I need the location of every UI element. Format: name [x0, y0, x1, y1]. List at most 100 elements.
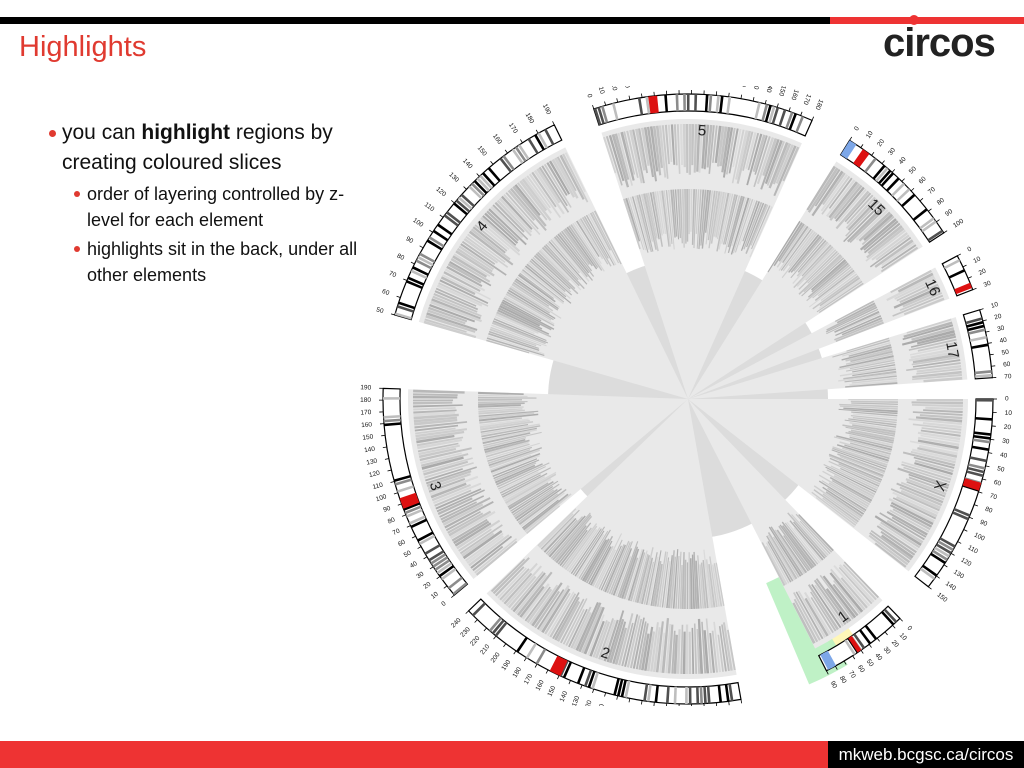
tick-label: 80: [936, 197, 946, 207]
track-bar: [732, 128, 742, 168]
track-bar: [424, 318, 467, 333]
track-bar: [849, 434, 894, 447]
logo-text: circos: [883, 21, 995, 64]
band: [858, 629, 872, 645]
track-bar: [494, 464, 536, 484]
band: [754, 102, 761, 120]
track-bar: [478, 399, 522, 401]
tick-mark: [901, 178, 905, 182]
band: [472, 602, 486, 617]
tick-label: 160: [491, 133, 503, 146]
track-bar: [524, 265, 572, 304]
track-bar: [503, 194, 541, 236]
bullet-list: you can highlight regions by creating co…: [46, 118, 376, 288]
track-bar: [495, 463, 543, 486]
track-bar: [833, 474, 875, 498]
track-bar: [889, 509, 930, 533]
track-bar: [709, 632, 716, 673]
track-bar: [778, 223, 805, 262]
track-bar: [566, 529, 598, 572]
track-bar: [646, 126, 658, 182]
track-bar: [840, 467, 880, 487]
track-bar: [541, 246, 580, 287]
band: [646, 684, 652, 702]
tick-mark: [740, 699, 743, 704]
track-bar: [788, 234, 820, 273]
track-bar: [487, 446, 532, 462]
track-bar: [792, 602, 816, 644]
tick-label: 20: [876, 138, 886, 148]
track-bar: [500, 474, 541, 496]
track-bar: [916, 332, 956, 345]
track-bar: [538, 513, 574, 549]
track-bar: [760, 138, 780, 190]
track-bar: [880, 530, 916, 556]
track-bar: [497, 466, 546, 490]
track-bar: [835, 315, 882, 337]
track-bar: [874, 542, 907, 568]
tick-label: 70: [392, 527, 402, 537]
track-bar: [629, 618, 643, 669]
track-bar: [840, 577, 868, 609]
track-bar: [915, 416, 963, 423]
track-bar: [526, 505, 561, 534]
track-bar: [679, 124, 684, 165]
tick-label: 30: [983, 280, 993, 289]
tick-label: 190: [541, 103, 552, 116]
track-bar: [910, 347, 959, 359]
track-bar: [506, 291, 554, 321]
tick-label: 30: [1002, 438, 1010, 446]
tick-mark: [616, 695, 619, 700]
track-bar: [510, 480, 559, 512]
track-bar: [844, 444, 890, 460]
track-bar: [798, 514, 834, 552]
tick-mark: [871, 151, 875, 156]
track-bar: [470, 228, 511, 261]
track-bar: [829, 476, 873, 502]
track-bar: [560, 598, 585, 644]
track-bar: [832, 583, 859, 617]
track-bar: [478, 413, 539, 422]
track-bar: [842, 424, 896, 436]
track-bar: [517, 571, 553, 616]
track-bar: [425, 466, 477, 485]
track-bar: [806, 264, 851, 302]
track-bar: [849, 379, 898, 386]
track-bar: [510, 285, 562, 319]
track-bar: [624, 614, 639, 667]
track-bar: [632, 550, 648, 602]
tick-label: 40: [873, 652, 883, 662]
track-bar: [474, 224, 508, 252]
track-bar: [554, 157, 579, 199]
track-bar: [439, 279, 489, 305]
tick-label: 10: [972, 255, 982, 265]
track-bar: [708, 125, 715, 174]
track-bar: [822, 497, 858, 525]
track-bar: [661, 618, 670, 673]
track-bar: [645, 192, 659, 252]
track-bar: [598, 618, 614, 660]
track-bar: [562, 229, 590, 266]
track-bar: [514, 279, 559, 311]
track-bar: [577, 219, 604, 260]
track-bar: [703, 549, 711, 608]
track-bar: [637, 128, 649, 174]
track-bar: [565, 609, 585, 646]
track-bar: [583, 606, 605, 655]
band: [430, 553, 447, 565]
track-bar: [591, 211, 619, 264]
track-bar: [775, 144, 794, 184]
tick-label: 30: [622, 86, 630, 89]
track-bar: [440, 501, 477, 521]
track-bar: [488, 447, 542, 467]
track-bar: [519, 272, 554, 300]
band: [514, 146, 527, 162]
track-bar: [417, 438, 463, 450]
track-bar: [481, 425, 541, 438]
tick-label: 50: [908, 165, 918, 175]
tick-label: 140: [364, 446, 376, 455]
track-bar: [842, 564, 877, 601]
track-bar: [413, 411, 456, 417]
track-bar: [644, 626, 654, 671]
track-bar: [849, 359, 895, 370]
